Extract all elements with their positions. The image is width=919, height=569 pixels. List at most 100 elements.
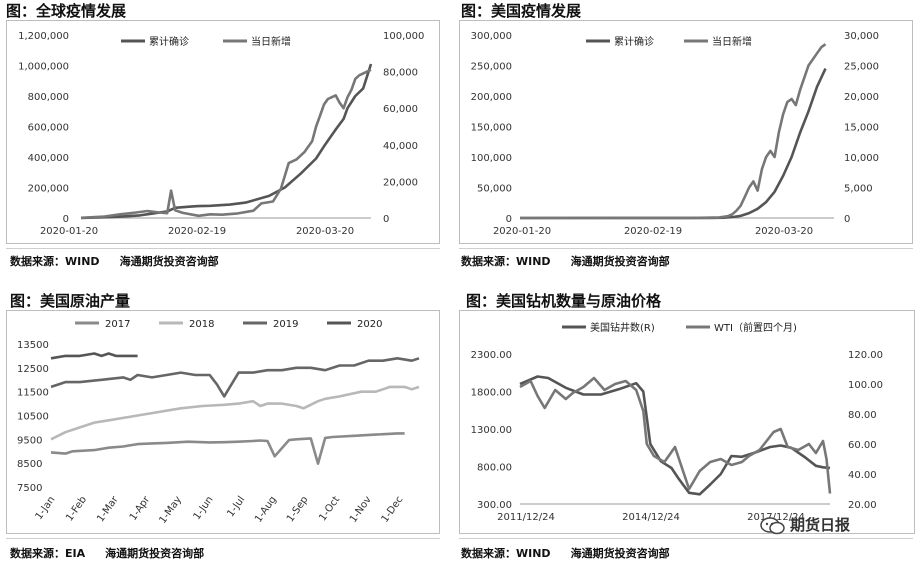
x-tick-label: 2020-02-19 [624,226,682,237]
chart-global: 0 200,000 400,000 600,000 800,000 1,000,000 1,… [18,31,424,237]
series-line [519,68,827,220]
y-tick-label: 7500 [17,483,42,494]
source-label: 数据来源：WIND [461,547,551,560]
source-org: 海通期货投资咨询部 [119,255,219,268]
chart-frame-global: 0 200,000 400,000 600,000 800,000 1,000,000 1,… [6,20,440,244]
x-tick-label: 1-Sep [285,494,311,524]
y-right-tick-label: 30,000 [844,31,879,42]
legend-label: 当日新增 [251,35,291,48]
legend-label: 累计确诊 [614,35,654,48]
x-tick-label: 1-Jan [34,494,58,522]
y-right-tick-label: 80,000 [383,68,418,79]
y-right-tick-label: 40,000 [383,141,418,152]
y-left-tick-label: 1800.00 [471,388,512,399]
series-line [80,63,373,220]
y-right-tick-label: 120.00 [848,350,883,361]
y-right-tick-label: 10,000 [844,153,879,164]
x-tick-label: 2011/12/24 [497,512,555,523]
divider-bottom-left [6,538,440,539]
x-tick-label: 1-May [157,494,184,525]
source-rig-wti: 数据来源：WIND 海通期货投资咨询部 [461,545,670,561]
source-label: 数据来源：WIND [10,255,100,268]
x-tick-label: 1-Apr [128,494,153,523]
y-left-tick-label: 300.00 [477,500,512,511]
y-left-tick-label: 50,000 [477,184,512,195]
y-left-tick-label: 0 [506,214,512,225]
chart-rig-wti: 300.00 800.00 1300.00 1800.00 2300.00 20.00 40… [471,321,883,523]
y-left-tick-label: 800,000 [28,92,69,103]
y-tick-label: 13500 [17,340,49,351]
y-right-tick-label: 60.00 [848,440,877,451]
y-right-tick-label: 0 [383,214,389,225]
y-right-tick-label: 15,000 [844,123,879,134]
y-left-tick-label: 150,000 [471,123,512,134]
source-label: 数据来源：EIA [10,547,86,560]
y-left-tick-label: 800.00 [477,463,512,474]
chart-frame-crude-production: 13500 12500 11500 10500 9500 8500 7500 1-Jan 1-F… [6,310,440,534]
divider-top-right [459,248,913,249]
chart-frame-rig-wti: 300.00 800.00 1300.00 1800.00 2300.00 20.00 40… [459,310,915,534]
panel-title-rig-wti: 图：美国钻机数量与原油价格 [466,292,662,310]
legend-label: 2017 [105,319,130,330]
y-left-tick-label: 1300.00 [471,425,512,436]
series-line [80,68,372,220]
x-tick-label: 1-Oct [317,494,342,523]
x-tick-label: 1-Nov [348,494,374,525]
source-label: 数据来源：WIND [461,255,551,268]
series-line [519,43,827,220]
watermark-text: 期货日报 [790,516,851,534]
legend-label: 2020 [357,319,382,330]
y-left-tick-label: 0 [63,214,69,225]
y-left-tick-label: 250,000 [471,62,512,73]
chart-us: 0 50,000 100,000 150,000 200,000 250,000 300,0… [471,31,879,237]
chart-frame-us: 0 50,000 100,000 150,000 200,000 250,000 300,0… [459,20,913,244]
series-line [519,376,832,494]
panel-title-crude-production: 图：美国原油产量 [10,292,131,310]
y-right-tick-label: 100,000 [383,31,424,42]
x-tick-label: 1-Feb [64,494,89,523]
x-tick-label: 1-Jun [192,494,216,522]
source-global: 数据来源：WIND 海通期货投资咨询部 [10,253,219,269]
y-left-tick-label: 2300.00 [471,350,512,361]
series-line [50,432,405,465]
y-right-tick-label: 20,000 [383,177,418,188]
x-tick-label: 1-Aug [253,494,279,524]
y-right-tick-label: 20.00 [848,500,877,511]
y-right-tick-label: 100.00 [848,380,883,391]
source-org: 海通期货投资咨询部 [570,255,670,268]
y-left-tick-label: 300,000 [471,31,512,42]
source-us: 数据来源：WIND 海通期货投资咨询部 [461,253,670,269]
source-crude-production: 数据来源：EIA 海通期货投资咨询部 [10,545,204,561]
y-left-tick-label: 100,000 [471,153,512,164]
series-line [50,385,420,441]
y-left-tick-label: 400,000 [28,153,69,164]
x-tick-label: 2020-03-20 [755,226,813,237]
x-tick-label: 2020-01-20 [40,226,98,237]
y-left-tick-label: 1,200,000 [18,31,69,42]
panel-title-us: 图：美国疫情发展 [461,2,582,20]
y-left-tick-label: 1,000,000 [18,62,69,73]
x-tick-label: 2020-01-20 [493,226,551,237]
y-left-tick-label: 200,000 [471,92,512,103]
watermark: 期货日报 [760,514,850,535]
y-tick-label: 10500 [17,412,49,423]
x-tick-label: 2017/12/24 [747,512,805,523]
x-tick-label: 2014/12/24 [622,512,680,523]
y-right-tick-label: 20,000 [844,92,879,103]
source-org: 海通期货投资咨询部 [570,547,670,560]
y-left-tick-label: 200,000 [28,184,69,195]
y-tick-label: 9500 [17,435,42,446]
panel-title-global: 图：全球疫情发展 [6,2,127,20]
legend-label: 累计确诊 [149,35,189,48]
series-line [50,352,138,360]
legend-label: 2018 [189,319,214,330]
x-tick-label: 2020-02-19 [168,226,226,237]
y-right-tick-label: 60,000 [383,104,418,115]
source-org: 海通期货投资咨询部 [105,547,205,560]
y-tick-label: 8500 [17,459,42,470]
y-right-tick-label: 5,000 [844,184,873,195]
series-line [50,357,420,398]
y-left-tick-label: 600,000 [28,123,69,134]
x-tick-label: 2020-03-20 [296,226,354,237]
